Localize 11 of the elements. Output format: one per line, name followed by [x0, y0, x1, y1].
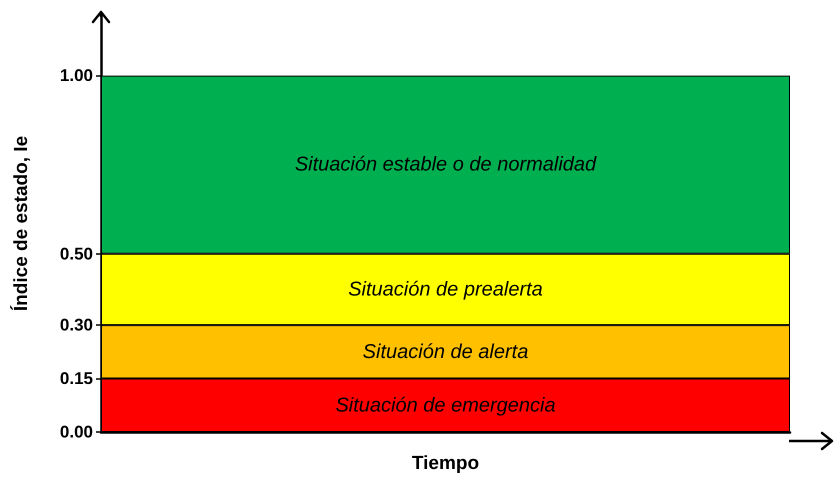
- x-axis-title: Tiempo: [412, 453, 480, 474]
- series-label: Situación de emergencia: [335, 394, 556, 416]
- y-tick-label: 0.15: [60, 369, 93, 388]
- y-axis-title: Índice de estado, Ie: [10, 136, 32, 312]
- y-tick-label: 0.50: [60, 244, 93, 264]
- y-tick-label: 0.30: [60, 316, 93, 335]
- y-tick-label: 0.00: [60, 422, 93, 442]
- series-label: Situación de prealerta: [348, 278, 543, 300]
- y-tick-label: 1.00: [60, 66, 93, 86]
- series-label: Situación de alerta: [362, 340, 528, 363]
- series-label: Situación estable o de normalidad: [294, 154, 598, 176]
